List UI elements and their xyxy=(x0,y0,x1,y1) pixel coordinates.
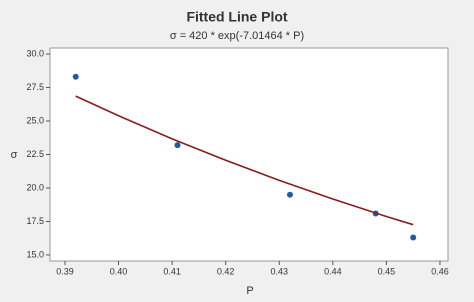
plot-area xyxy=(49,47,449,262)
y-axis-label: σ xyxy=(11,149,18,161)
data-point xyxy=(174,142,181,149)
x-tick-label: 0.46 xyxy=(431,266,449,276)
x-tick-label: 0.40 xyxy=(110,266,128,276)
x-tick-label: 0.41 xyxy=(163,266,181,276)
chart-subtitle: σ = 420 * exp(-7.01464 * P) xyxy=(170,30,304,42)
y-tick-label: 25.0 xyxy=(26,115,44,125)
data-point xyxy=(410,234,417,241)
x-axis-label: P xyxy=(246,285,253,297)
data-point xyxy=(72,73,79,80)
y-tick-label: 17.5 xyxy=(26,216,44,226)
data-point xyxy=(286,191,293,198)
fitted-line xyxy=(75,95,414,226)
y-tick-label: 15.0 xyxy=(26,249,44,259)
x-tick-label: 0.42 xyxy=(217,266,235,276)
x-tick-label: 0.43 xyxy=(270,266,288,276)
x-tick-label: 0.44 xyxy=(324,266,342,276)
y-tick-label: 20.0 xyxy=(26,182,44,192)
chart-title: Fitted Line Plot xyxy=(186,9,287,25)
y-tick-label: 27.5 xyxy=(26,82,44,92)
y-tick-label: 22.5 xyxy=(26,149,44,159)
x-tick-label: 0.45 xyxy=(378,266,396,276)
y-tick-label: 30.0 xyxy=(26,48,44,58)
x-tick-label: 0.39 xyxy=(56,266,74,276)
